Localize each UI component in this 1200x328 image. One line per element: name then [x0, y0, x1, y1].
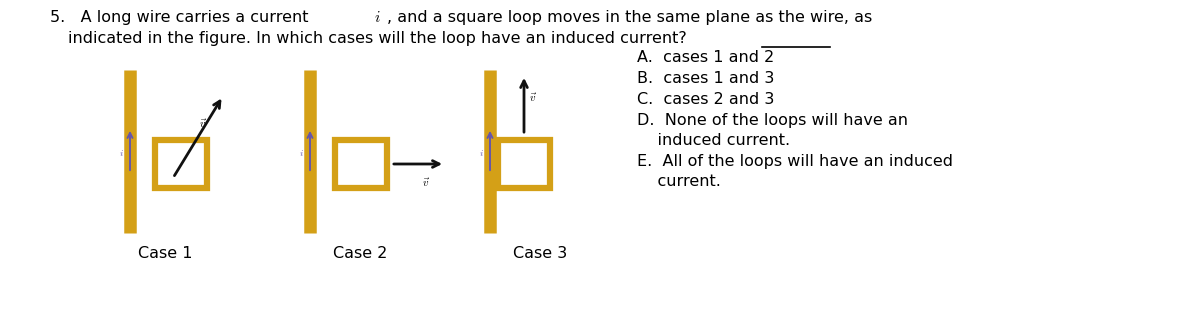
- Bar: [155, 140, 208, 188]
- Text: induced current.: induced current.: [637, 133, 790, 148]
- Bar: [335, 140, 386, 188]
- Text: $\vec{v}$: $\vec{v}$: [199, 117, 208, 130]
- Text: $\vec{v}$: $\vec{v}$: [529, 92, 538, 104]
- Text: $i$: $i$: [374, 10, 380, 25]
- Text: indicated in the figure. In which cases will the loop have an induced current?: indicated in the figure. In which cases …: [68, 31, 686, 46]
- Text: $i$: $i$: [479, 148, 484, 158]
- Text: D.  None of the loops will have an: D. None of the loops will have an: [637, 113, 908, 128]
- Text: Case 3: Case 3: [512, 246, 568, 261]
- Text: B.  cases 1 and 3: B. cases 1 and 3: [637, 71, 774, 86]
- Text: $\vec{v}$: $\vec{v}$: [422, 176, 431, 189]
- Text: 5.   A long wire carries a current: 5. A long wire carries a current: [50, 10, 313, 25]
- Text: current.: current.: [637, 174, 721, 189]
- Text: $i$: $i$: [299, 148, 304, 158]
- Text: , and a square loop moves in the same plane as the wire, as: , and a square loop moves in the same pl…: [386, 10, 872, 25]
- Text: E.  All of the loops will have an induced: E. All of the loops will have an induced: [637, 154, 953, 169]
- Text: $i$: $i$: [119, 148, 124, 158]
- Text: A.  cases 1 and 2: A. cases 1 and 2: [637, 50, 774, 65]
- Text: Case 2: Case 2: [332, 246, 388, 261]
- Text: C.  cases 2 and 3: C. cases 2 and 3: [637, 92, 774, 107]
- Text: Case 1: Case 1: [138, 246, 192, 261]
- Bar: [498, 140, 550, 188]
